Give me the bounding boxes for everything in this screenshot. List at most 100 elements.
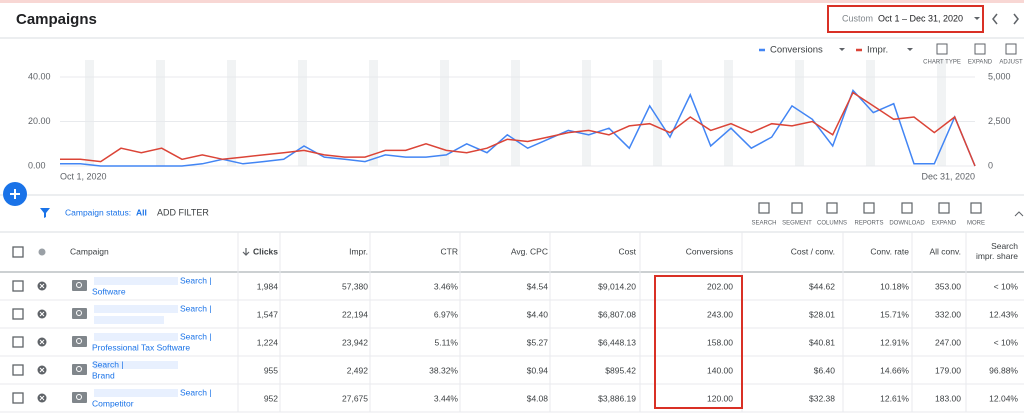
cell: 247.00	[935, 337, 961, 347]
cell: < 10%	[994, 281, 1019, 291]
control-label: ADJUST	[999, 60, 1023, 66]
legend-label[interactable]: Impr.	[867, 45, 888, 56]
checkbox[interactable]	[12, 364, 24, 376]
weekend-band	[227, 60, 236, 166]
series-line	[60, 88, 976, 167]
status-dot	[38, 248, 46, 256]
cell: $6,807.08	[598, 309, 636, 319]
range-label[interactable]: Custom	[842, 13, 873, 23]
column-header[interactable]: Cost / conv.	[791, 246, 835, 256]
legend-dropdown[interactable]	[839, 48, 845, 51]
tool-label: DOWNLOAD	[889, 221, 925, 227]
tool-label: MORE	[967, 221, 985, 227]
status-x	[39, 367, 45, 373]
weekend-band	[511, 60, 520, 166]
campaign-name[interactable]: Search |	[180, 387, 212, 397]
legend-label[interactable]: Conversions	[770, 45, 823, 56]
campaign-name[interactable]: Brand	[92, 370, 115, 380]
cell: 158.00	[707, 337, 733, 347]
status-x	[39, 395, 45, 401]
cell: 27,675	[342, 393, 368, 403]
column-header[interactable]: Campaign	[70, 246, 109, 256]
campaign-name[interactable]: Search |	[180, 331, 212, 341]
campaign-name[interactable]: Search |	[180, 275, 212, 285]
cell: $5.27	[527, 337, 549, 347]
dropdown-arrow[interactable]	[974, 17, 980, 20]
column-header[interactable]: Clicks	[253, 246, 278, 256]
control-icon[interactable]	[974, 43, 986, 55]
redacted	[94, 305, 178, 313]
cell: $6.40	[814, 365, 836, 375]
campaign-name[interactable]: Competitor	[92, 398, 134, 408]
cell: 6.97%	[434, 309, 459, 319]
cell: 353.00	[935, 281, 961, 291]
cell: $32.38	[809, 393, 835, 403]
cell: 952	[264, 393, 278, 403]
cell: $44.62	[809, 281, 835, 291]
y-tick-label: 20.00	[28, 116, 51, 126]
legend-dropdown[interactable]	[907, 48, 913, 51]
date-range[interactable]: Oct 1 – Dec 31, 2020	[878, 13, 963, 23]
tool-icon[interactable]	[901, 202, 913, 214]
tool-icon[interactable]	[758, 202, 770, 214]
next-button[interactable]	[1013, 13, 1019, 25]
campaign-type-icon	[72, 308, 87, 319]
control-icon[interactable]	[936, 43, 948, 55]
cell: 57,380	[342, 281, 368, 291]
tool-icon[interactable]	[826, 202, 838, 214]
cell: 96.88%	[989, 365, 1018, 375]
cell: 23,942	[342, 337, 368, 347]
checkbox[interactable]	[12, 308, 24, 320]
redacted	[94, 361, 178, 369]
search-glyph	[76, 310, 82, 316]
tool-icon[interactable]	[970, 202, 982, 214]
campaign-name[interactable]: Professional Tax Software	[92, 342, 190, 352]
cell: $895.42	[605, 365, 636, 375]
campaign-name[interactable]: Search |	[92, 359, 124, 369]
cell: $4.08	[527, 393, 549, 403]
tool-icon[interactable]	[863, 202, 875, 214]
campaign-type-icon	[72, 364, 87, 375]
top-strip	[0, 0, 1024, 3]
redacted	[94, 333, 178, 341]
checkbox[interactable]	[12, 392, 24, 404]
column-header[interactable]: CTR	[441, 246, 458, 256]
campaign-name[interactable]: Software	[92, 286, 126, 296]
cell: $4.54	[527, 281, 549, 291]
campaign-name[interactable]: Search |	[180, 303, 212, 313]
column-header[interactable]: Avg. CPC	[511, 246, 548, 256]
column-header[interactable]: Conv. rate	[870, 246, 909, 256]
tool-icon[interactable]	[791, 202, 803, 214]
cell: 140.00	[707, 365, 733, 375]
weekend-band	[795, 60, 804, 166]
weekend-band	[85, 60, 94, 166]
add-filter[interactable]: ADD FILTER	[157, 207, 209, 217]
column-header[interactable]: Impr.	[349, 246, 368, 256]
cell: 14.66%	[880, 365, 909, 375]
checkbox[interactable]	[12, 336, 24, 348]
column-header[interactable]: Search impr. share	[976, 241, 1018, 261]
filter-icon	[40, 208, 50, 218]
collapse-icon[interactable]	[1014, 211, 1024, 217]
x-tick-label: Dec 31, 2020	[921, 171, 975, 181]
column-header[interactable]: Cost	[619, 246, 637, 256]
cell: 12.04%	[989, 393, 1018, 403]
control-icon[interactable]	[1005, 43, 1017, 55]
column-header[interactable]: All conv.	[930, 246, 962, 256]
series-line	[60, 91, 976, 167]
checkbox[interactable]	[12, 280, 24, 292]
weekend-band	[653, 60, 662, 166]
prev-button[interactable]	[992, 13, 998, 25]
x-tick-label: Oct 1, 2020	[60, 171, 107, 181]
cell: 2,492	[347, 365, 369, 375]
search-glyph	[76, 282, 82, 288]
tool-icon[interactable]	[938, 202, 950, 214]
redacted	[94, 389, 178, 397]
checkbox[interactable]	[12, 246, 24, 258]
cell: $0.94	[527, 365, 549, 375]
weekend-band	[582, 60, 591, 166]
cell: 179.00	[935, 365, 961, 375]
column-header[interactable]: Conversions	[686, 246, 733, 256]
tool-label: EXPAND	[932, 221, 957, 227]
